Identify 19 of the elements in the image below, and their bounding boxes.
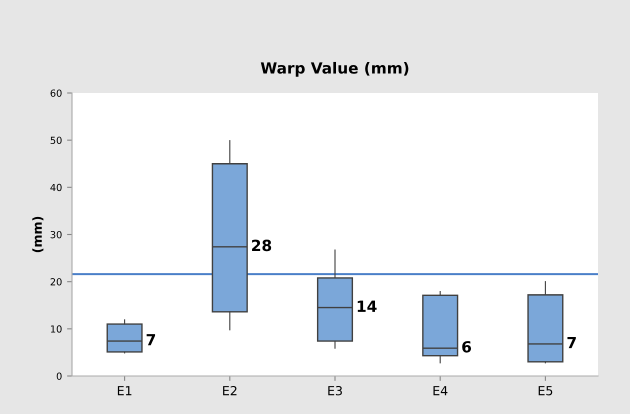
y-tick-label: 30 — [50, 230, 62, 238]
y-tick-label: 50 — [50, 136, 62, 144]
text: 14 — [358, 300, 377, 312]
y-tick-label: 40 — [50, 184, 62, 192]
text: 6 — [462, 341, 472, 353]
x-tick-label: E4 — [434, 386, 448, 396]
y-tick-label: 10 — [50, 325, 62, 333]
text: 28 — [252, 240, 272, 252]
y-tick-label: 0 — [56, 372, 62, 380]
y-tick-label: 20 — [50, 278, 62, 286]
text: 7 — [567, 337, 576, 348]
chart-title: Warp Value (mm) — [260, 62, 408, 77]
y-axis-title: (mm) — [32, 216, 44, 252]
x-tick-label: E3 — [328, 386, 342, 396]
y-tick-label: 60 — [50, 89, 62, 97]
x-tick-label: E2 — [223, 386, 236, 396]
x-tick-label: E1 — [118, 386, 132, 396]
x-tick-label: E5 — [538, 386, 552, 396]
text: 7 — [146, 334, 156, 346]
